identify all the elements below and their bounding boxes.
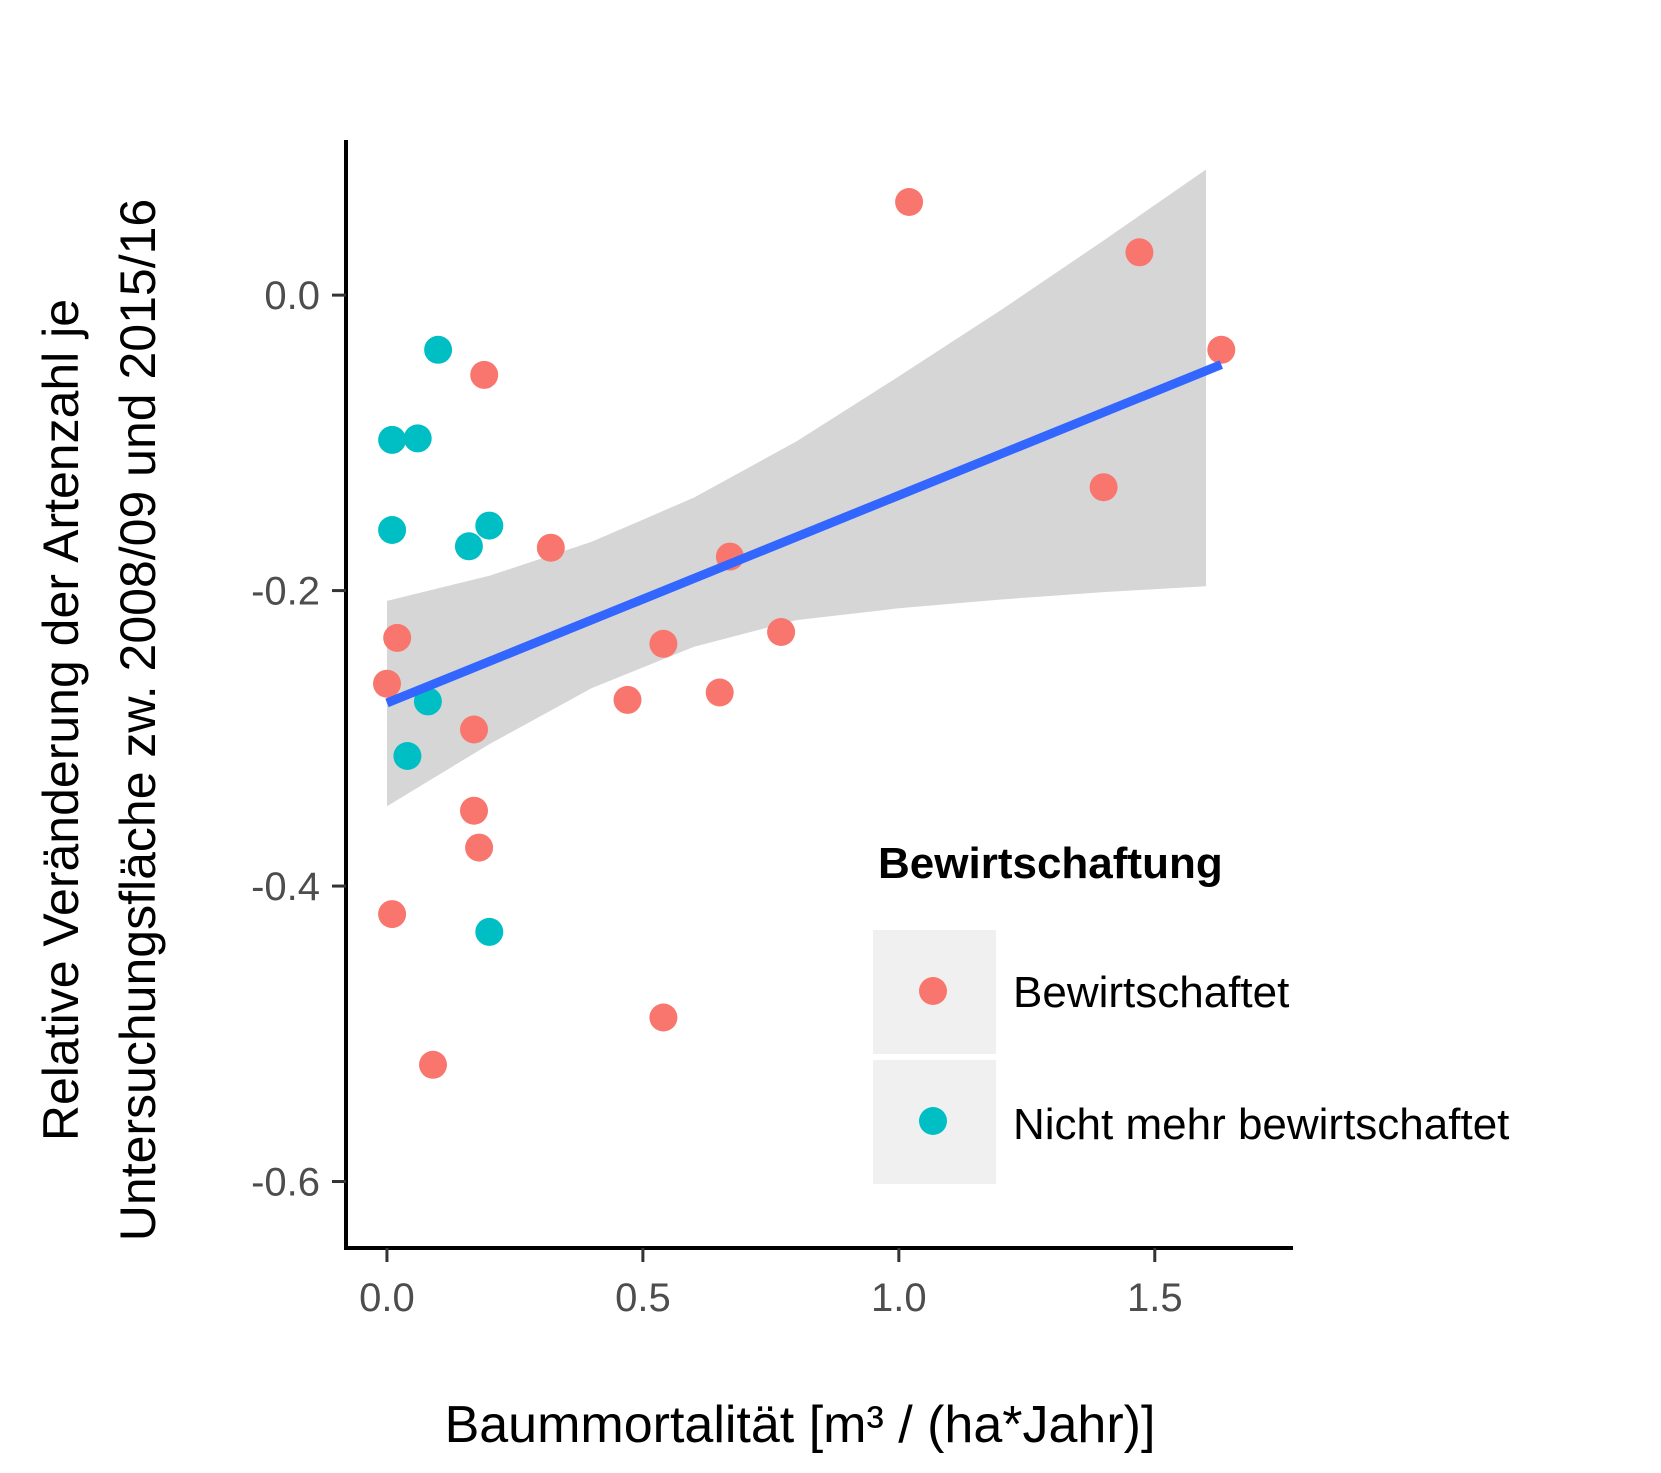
point-bewirtschaftet	[470, 360, 499, 389]
point-bewirtschaftet	[767, 618, 796, 646]
point-bewirtschaftet	[460, 796, 488, 825]
point-bewirtschaftet	[1089, 473, 1118, 502]
point-nicht-mehr-bewirtschaftet	[393, 742, 422, 770]
point-bewirtschaftet	[373, 669, 401, 698]
point-bewirtschaftet	[613, 685, 642, 714]
point-nicht-mehr-bewirtschaftet	[424, 335, 453, 364]
legend-dot-nicht-mehr-bewirtschaftet	[919, 1107, 947, 1135]
point-bewirtschaftet	[536, 533, 565, 562]
point-nicht-mehr-bewirtschaftet	[378, 425, 407, 454]
trend-line-layer	[385, 360, 1223, 708]
point-nicht-mehr-bewirtschaftet	[475, 511, 504, 540]
point-nicht-mehr-bewirtschaftet	[454, 532, 483, 561]
point-bewirtschaftet	[1207, 335, 1236, 364]
point-nicht-mehr-bewirtschaftet	[475, 917, 504, 946]
legend-label-nicht-mehr-bewirtschaftet: Nicht mehr bewirtschaftet	[1013, 1100, 1509, 1149]
point-bewirtschaftet	[649, 629, 678, 658]
legend-title: Bewirtschaftung	[878, 839, 1223, 888]
legend-dot-bewirtschaftet	[919, 977, 947, 1005]
point-bewirtschaftet	[465, 833, 494, 862]
point-bewirtschaftet	[460, 715, 488, 744]
point-bewirtschaftet	[895, 188, 924, 216]
y-tick-label: -0.2	[251, 570, 320, 614]
point-bewirtschaftet	[1125, 238, 1154, 267]
point-bewirtschaftet	[705, 678, 734, 707]
point-nicht-mehr-bewirtschaftet	[413, 687, 442, 716]
y-tick-label: 0.0	[264, 274, 320, 318]
x-tick-label: 0.0	[359, 1276, 415, 1320]
point-nicht-mehr-bewirtschaftet	[403, 424, 432, 453]
legend-label-bewirtschaftet: Bewirtschaftet	[1013, 968, 1289, 1017]
confidence-band	[387, 169, 1206, 807]
point-bewirtschaftet	[649, 1003, 678, 1032]
x-axis-title: Baummortalität [m³ / (ha*Jahr)]	[445, 1396, 1156, 1454]
x-tick-label: 1.5	[1127, 1276, 1183, 1320]
point-nicht-mehr-bewirtschaftet	[378, 516, 407, 544]
trend-line	[385, 360, 1223, 708]
y-axis-title-line-1: Relative Veränderung der Artenzahl je	[33, 299, 89, 1141]
point-bewirtschaftet	[378, 900, 407, 929]
confidence-band-layer	[387, 169, 1206, 807]
y-tick-label: -0.6	[251, 1161, 320, 1205]
x-tick-label: 1.0	[871, 1276, 927, 1320]
y-axis-title-line-2: Untersuchungsfläche zw. 2008/09 und 2015…	[110, 199, 166, 1241]
x-tick-label: 0.5	[615, 1276, 671, 1320]
legend: Bewirtschaftung Bewirtschaftet Nicht meh…	[873, 839, 1509, 1184]
ticks-layer: 0.0 -0.2 -0.4 -0.6 0.0 0.5 1.0 1.5	[251, 274, 1183, 1320]
y-tick-label: -0.4	[251, 865, 320, 909]
point-bewirtschaftet	[383, 623, 412, 652]
point-bewirtschaftet	[419, 1050, 447, 1079]
axes-layer	[344, 140, 1293, 1250]
